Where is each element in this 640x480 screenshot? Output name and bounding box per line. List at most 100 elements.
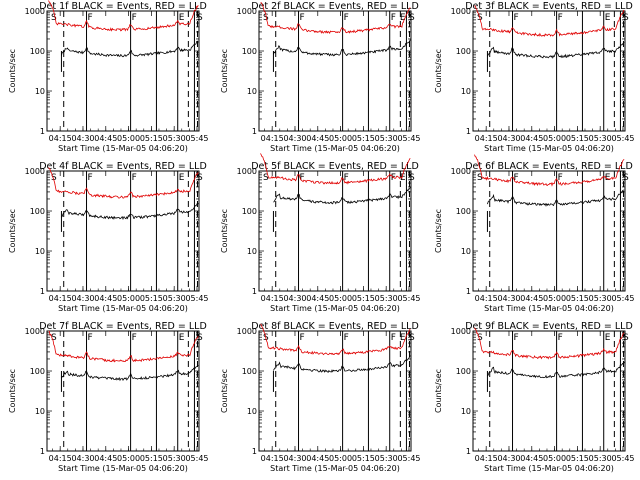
x-tick-label: 04:30 (283, 454, 306, 463)
x-axis-label: Start Time (15-Mar-05 04:06:20) (58, 464, 188, 473)
series-lld-line (474, 5, 625, 37)
x-tick-label: 04:15 (475, 454, 498, 463)
x-tick-label: 04:30 (497, 134, 520, 143)
x-tick-label: 04:15 (261, 294, 284, 303)
x-tick-label: 05:45 (185, 454, 208, 463)
y-tick-label: 100 (456, 207, 471, 216)
x-tick-label: 04:30 (283, 294, 306, 303)
x-tick-label: 05:45 (397, 294, 420, 303)
event-marker-label: E (179, 13, 185, 23)
x-tick-label: 05:45 (611, 454, 634, 463)
x-tick-label: 05:15 (352, 454, 375, 463)
x-axis-label: Start Time (15-Mar-05 04:06:20) (270, 464, 400, 473)
event-marker-label: S (477, 333, 483, 343)
event-marker-label: F (88, 333, 93, 343)
x-tick-label: 05:30 (163, 454, 186, 463)
x-tick-label: 05:15 (140, 294, 163, 303)
event-marker-label: S (197, 173, 203, 183)
y-axis-label: Counts/sec (8, 209, 17, 253)
series-events-line (487, 361, 625, 379)
event-marker-label: S (197, 13, 203, 23)
panel-4: Det 4f BLACK = Events, RED = LLD 1 10 100 10… (8, 161, 209, 313)
y-tick-label: 10 (461, 407, 471, 416)
panel-title: Det 5f BLACK = Events, RED = LLD (251, 161, 419, 172)
x-tick-label: 04:45 (94, 294, 117, 303)
x-tick-label: 04:45 (520, 294, 543, 303)
panel-7: Det 7f BLACK = Events, RED = LLD 1 10 100 10… (8, 321, 209, 473)
x-axis-label: Start Time (15-Mar-05 04:06:20) (270, 144, 400, 153)
y-tick-label: 1000 (237, 7, 257, 16)
x-tick-label: 05:15 (352, 294, 375, 303)
panel-title: Det 1f BLACK = Events, RED = LLD (39, 1, 207, 12)
event-marker-label: S (623, 333, 629, 343)
event-marker-label: S (409, 333, 415, 343)
event-marker-label: S (263, 173, 269, 183)
series-events-line (273, 355, 411, 373)
series-events-line (61, 40, 199, 58)
y-tick-label: 100 (242, 207, 257, 216)
x-tick-label: 05:30 (589, 294, 612, 303)
x-tick-label: 05:45 (397, 454, 420, 463)
series-lld-line (260, 153, 411, 185)
series-events-line (487, 189, 625, 207)
event-marker-label: F (300, 13, 305, 23)
y-axis-label: Counts/sec (220, 49, 229, 93)
y-tick-label: 1 (466, 447, 471, 456)
y-tick-label: 1000 (25, 327, 45, 336)
event-marker-label: F (88, 173, 93, 183)
x-tick-label: 04:45 (306, 454, 329, 463)
panel-3: Det 3f BLACK = Events, RED = LLD 1 10 100 10… (434, 1, 635, 153)
y-axis-label: Counts/sec (8, 369, 17, 413)
panel-title: Det 4f BLACK = Events, RED = LLD (39, 161, 207, 172)
event-marker-label: F (391, 333, 396, 343)
y-tick-label: 1 (40, 447, 45, 456)
x-axis-label: Start Time (15-Mar-05 04:06:20) (58, 304, 188, 313)
series-lld-line (260, 2, 411, 35)
y-tick-label: 1000 (451, 327, 471, 336)
x-tick-label: 05:15 (566, 134, 589, 143)
x-tick-label: 05:15 (140, 134, 163, 143)
y-tick-label: 1 (252, 127, 257, 136)
x-tick-label: 05:15 (140, 454, 163, 463)
y-tick-label: 10 (35, 247, 45, 256)
event-marker-label: S (197, 333, 203, 343)
x-tick-label: 04:15 (475, 294, 498, 303)
y-tick-label: 1 (40, 287, 45, 296)
series-lld-line (48, 167, 199, 199)
y-tick-label: 100 (456, 367, 471, 376)
event-marker-label: S (51, 13, 57, 23)
x-tick-label: 04:45 (306, 134, 329, 143)
plot-frame (472, 170, 626, 292)
x-axis-label: Start Time (15-Mar-05 04:06:20) (484, 304, 614, 313)
panel-8: Det 8f BLACK = Events, RED = LLD 1 10 100 10… (220, 321, 421, 473)
x-axis-label: Start Time (15-Mar-05 04:06:20) (484, 144, 614, 153)
y-axis-label: Counts/sec (434, 369, 443, 413)
x-tick-label: 05:00 (329, 134, 352, 143)
panel-2: Det 2f BLACK = Events, RED = LLD 1 10 100 10… (220, 1, 421, 153)
event-marker-label: E (400, 173, 406, 183)
y-tick-label: 1000 (451, 7, 471, 16)
series-events-line (61, 364, 199, 382)
series-events-line (487, 41, 625, 59)
event-marker-label: E (179, 333, 185, 343)
y-tick-label: 100 (30, 207, 45, 216)
x-tick-label: 04:15 (49, 134, 72, 143)
event-marker-label: F (514, 173, 519, 183)
event-marker-label: F (558, 333, 563, 343)
x-tick-label: 05:30 (163, 134, 186, 143)
event-marker-label: E (605, 13, 611, 23)
y-tick-label: 1000 (237, 167, 257, 176)
y-tick-label: 10 (461, 247, 471, 256)
x-tick-label: 04:30 (71, 134, 94, 143)
x-tick-label: 05:30 (589, 454, 612, 463)
panel-title: Det 7f BLACK = Events, RED = LLD (39, 321, 207, 332)
event-marker-label: F (88, 13, 93, 23)
event-marker-label: S (51, 333, 57, 343)
x-tick-label: 04:30 (71, 294, 94, 303)
x-tick-label: 04:15 (49, 454, 72, 463)
event-marker-label: E (179, 173, 185, 183)
y-tick-label: 100 (242, 367, 257, 376)
event-marker-label: F (391, 173, 396, 183)
panel-title: Det 3f BLACK = Events, RED = LLD (465, 1, 633, 12)
